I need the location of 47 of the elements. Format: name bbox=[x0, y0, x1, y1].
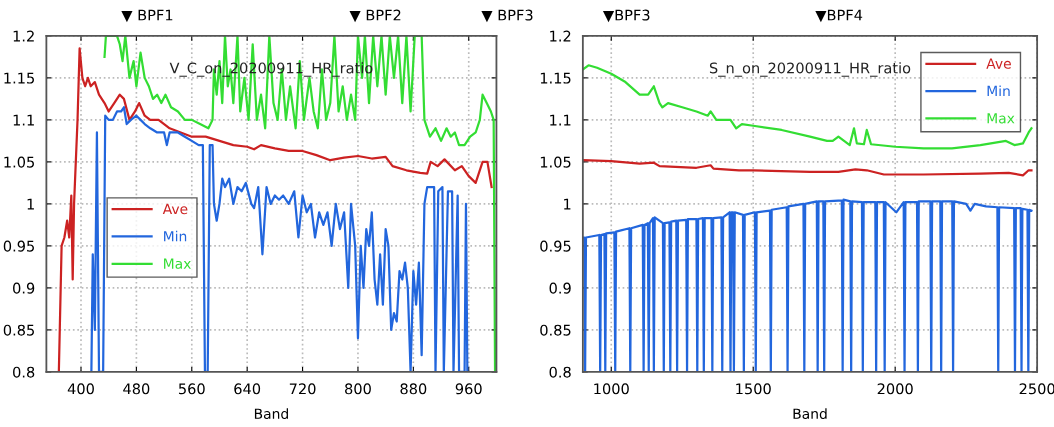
legend-label: Max bbox=[987, 113, 1015, 124]
y-tick-label: 0.95 bbox=[540, 240, 571, 252]
text: ▼BPF4 bbox=[815, 9, 863, 23]
line-series bbox=[582, 198, 1033, 372]
y-tick-label: 0.85 bbox=[3, 324, 34, 336]
text: ▼ BPF2 bbox=[349, 9, 401, 23]
legend-label: Ave bbox=[986, 58, 1011, 69]
x-axis-title: Band bbox=[254, 408, 288, 419]
y-tick-label: 0.85 bbox=[540, 324, 571, 336]
x-tick-label: 2500 bbox=[1019, 383, 1054, 395]
x-tick-label: 1500 bbox=[736, 383, 771, 395]
x-tick-label: 480 bbox=[123, 383, 150, 395]
legend-label: Min bbox=[987, 85, 1010, 96]
y-tick-label: 0.9 bbox=[13, 282, 35, 294]
y-tick-label: 1.1 bbox=[13, 114, 34, 126]
y-tick-label: 1.05 bbox=[540, 156, 571, 168]
line-series bbox=[90, 106, 469, 372]
text: ▼BPF3 bbox=[602, 9, 650, 23]
x-tick-label: 720 bbox=[289, 383, 316, 395]
legend-label: Min bbox=[164, 230, 187, 242]
x-tick-label: 560 bbox=[178, 383, 205, 395]
text: ▼ BPF3 bbox=[481, 9, 533, 23]
legend-label: Ave bbox=[162, 203, 188, 215]
y-tick-label: 1.05 bbox=[4, 156, 34, 168]
y-tick-label: 0.8 bbox=[549, 366, 571, 378]
y-tick-label: 1.15 bbox=[540, 72, 571, 84]
text: ▼ BPF1 bbox=[121, 9, 173, 23]
y-tick-label: 0.9 bbox=[549, 282, 571, 294]
x-tick-label: 960 bbox=[455, 383, 482, 395]
y-tick-label: 1.1 bbox=[550, 114, 571, 126]
x-tick-label: 2000 bbox=[877, 383, 913, 395]
y-tick-label: 1 bbox=[564, 198, 571, 210]
y-tick-label: 1 bbox=[27, 198, 34, 210]
x-axis-title: Band bbox=[793, 408, 827, 419]
x-tick-label: 880 bbox=[400, 383, 427, 395]
x-tick-label: 640 bbox=[234, 383, 261, 395]
x-tick-label: 400 bbox=[67, 383, 94, 395]
y-tick-label: 1.15 bbox=[4, 72, 34, 84]
y-tick-label: 1.2 bbox=[550, 30, 571, 42]
y-tick-label: 1.2 bbox=[13, 30, 34, 42]
text: S_n_on_20200911_HR_ratio bbox=[709, 62, 911, 77]
x-tick-label: 1000 bbox=[594, 383, 629, 395]
line-series bbox=[582, 159, 1033, 177]
legend-label: Max bbox=[164, 258, 191, 269]
x-tick-label: 800 bbox=[345, 383, 371, 395]
y-tick-label: 0.8 bbox=[13, 366, 35, 378]
y-tick-label: 0.95 bbox=[3, 240, 34, 252]
